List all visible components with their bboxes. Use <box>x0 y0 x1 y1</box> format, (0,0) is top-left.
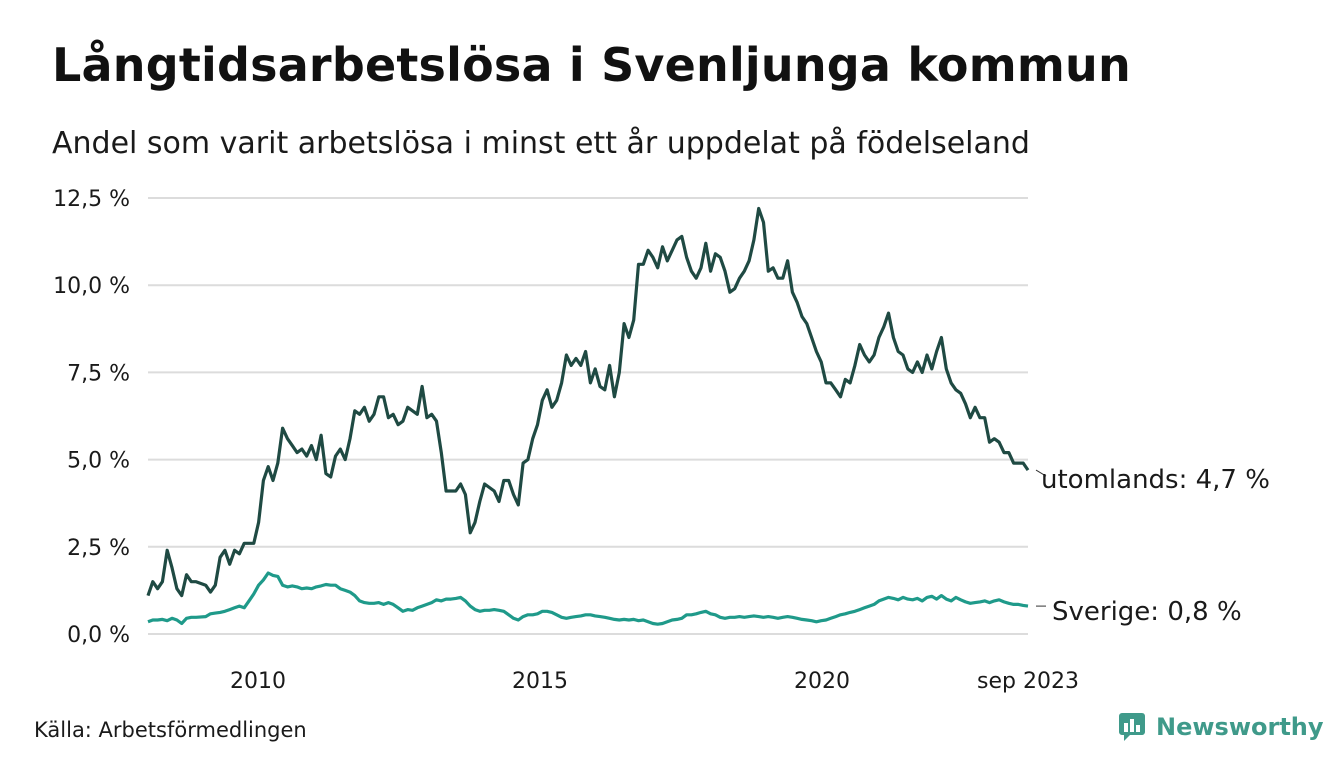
newsworthy-logo: Newsworthy <box>1118 712 1324 742</box>
x-tick-label: sep 2023 <box>977 669 1079 694</box>
y-tick-label: 2,5 % <box>67 536 130 561</box>
newsworthy-logo-text: Newsworthy <box>1156 713 1324 741</box>
chart-subtitle: Andel som varit arbetslösa i minst ett å… <box>52 126 1030 161</box>
series-line-sverige <box>147 571 1029 626</box>
y-tick-label: 5,0 % <box>67 449 130 474</box>
series-line-utomlands <box>146 206 1030 598</box>
series-end-labels: utomlands: 4,7 % Sverige: 0,8 % <box>1035 465 1270 627</box>
series-end-label-sverige: Sverige: 0,8 % <box>1052 597 1242 627</box>
newsworthy-logo-icon <box>1119 713 1145 741</box>
x-tick-label: 2015 <box>512 669 568 694</box>
y-axis-ticks: 12,5 % 10,0 % 7,5 % 5,0 % 2,5 % 0,0 % <box>53 187 130 648</box>
x-tick-label: 2010 <box>230 669 286 694</box>
series-lines <box>146 206 1030 626</box>
y-tick-label: 12,5 % <box>53 187 130 212</box>
chart-title: Långtidsarbetslösa i Svenljunga kommun <box>52 38 1131 92</box>
x-axis-ticks: 2010 2015 2020 sep 2023 <box>230 669 1079 694</box>
series-end-label-utomlands: utomlands: 4,7 % <box>1041 465 1270 495</box>
line-chart: 12,5 %10,0 %7,5 %5,0 %2,5 %0,0 % 2010 201… <box>53 187 1270 694</box>
grid-lines <box>148 197 1028 635</box>
x-tick-label: 2020 <box>794 669 850 694</box>
source-note: Källa: Arbetsförmedlingen <box>34 718 307 742</box>
end-label-connector <box>1035 469 1047 477</box>
y-tick-label: 0,0 % <box>67 623 130 648</box>
y-tick-label: 10,0 % <box>53 274 130 299</box>
y-tick-label: 7,5 % <box>67 361 130 386</box>
